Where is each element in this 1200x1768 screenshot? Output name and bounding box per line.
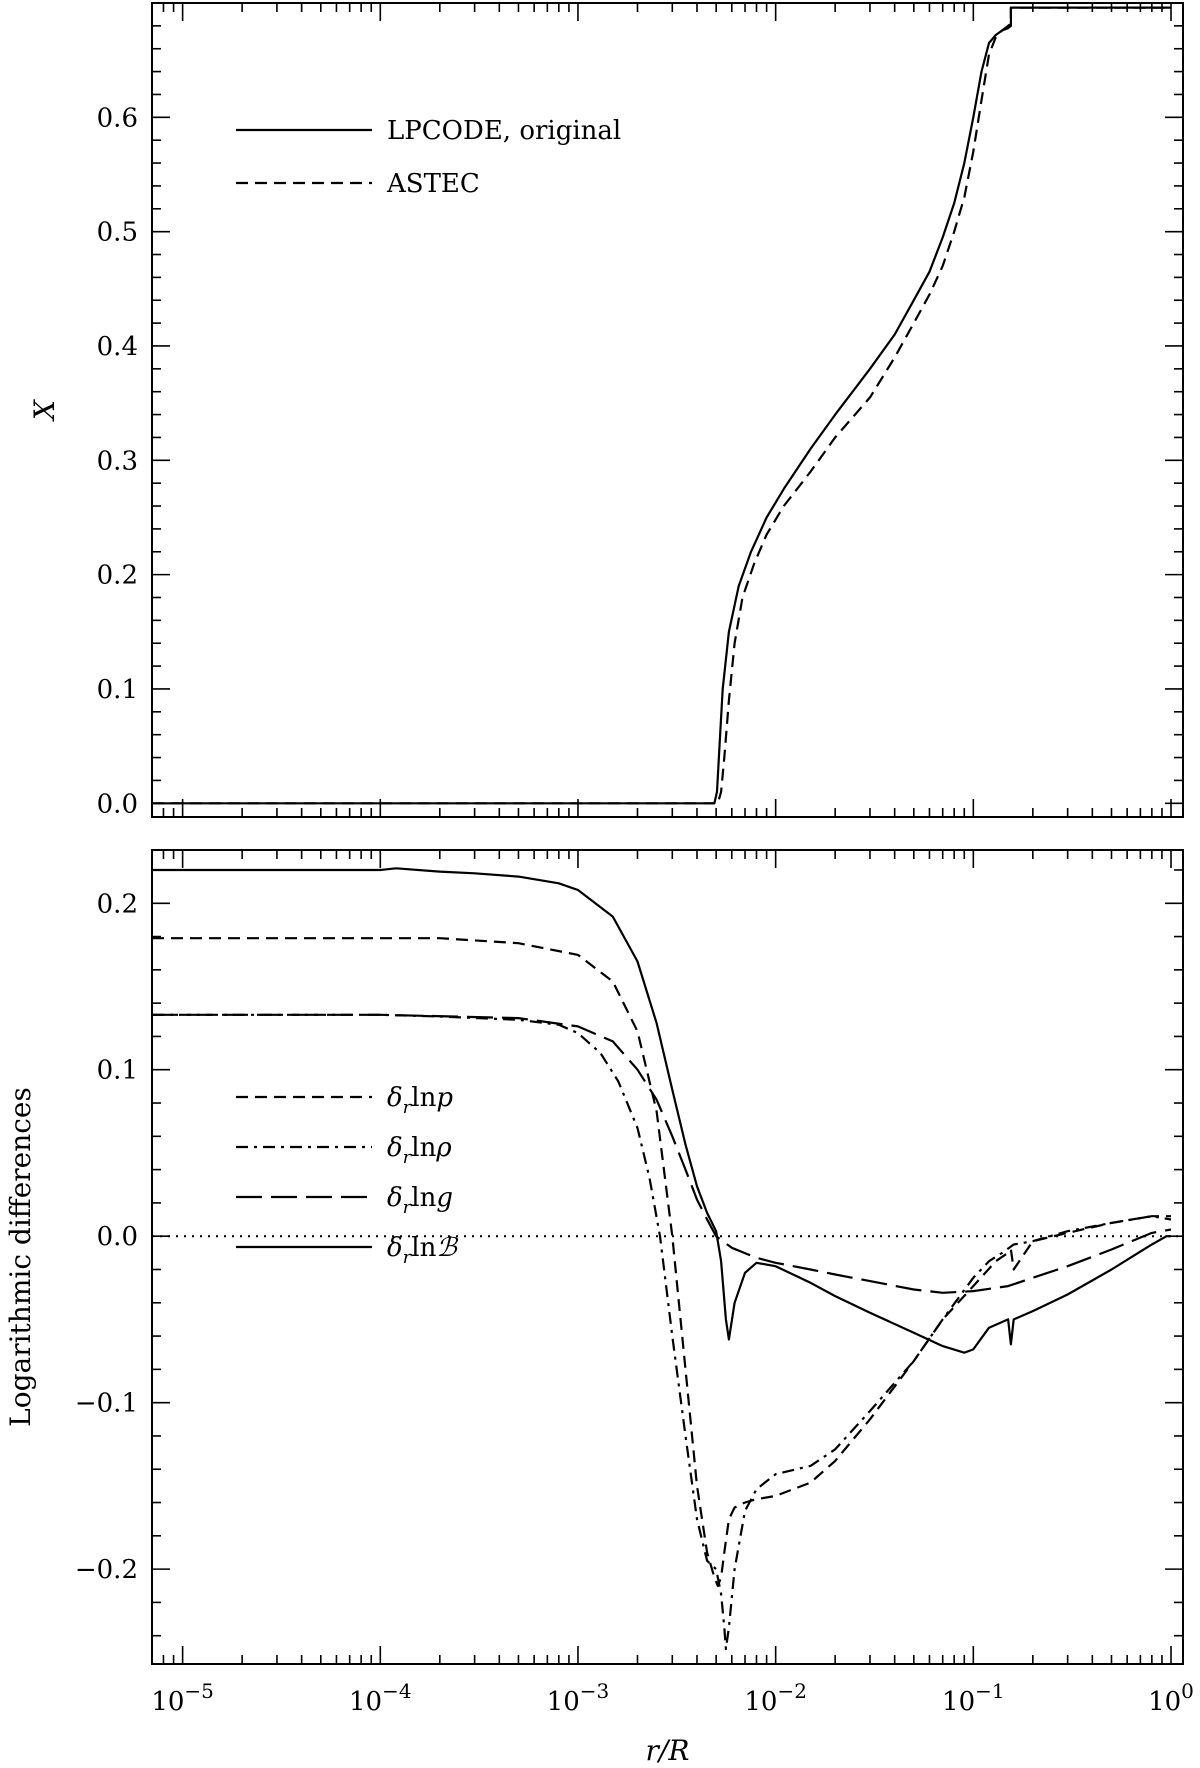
legend-label: δrlnρ (387, 1133, 452, 1168)
x-ticks (151, 3, 1172, 817)
x-tick-label: 10−3 (547, 1679, 610, 1717)
x-axis-title: r/R (646, 1734, 690, 1767)
x-tick-label: 100 (1148, 1679, 1194, 1717)
x-tick-label: 10−2 (744, 1679, 807, 1717)
x-tick-label: 10−5 (151, 1679, 214, 1717)
y-tick-label: 0.2 (97, 561, 138, 591)
legend-label: δrlng (387, 1183, 453, 1218)
legend-label: δrlnp (387, 1083, 453, 1118)
y-tick-label: 0.0 (97, 1222, 138, 1252)
legend: δrlnp δrlnρ δrlng δrlnℬ (236, 1083, 458, 1268)
plot-frame (151, 2, 1184, 818)
legend-label: ASTEC (386, 169, 480, 199)
top-panel-abundance: 0.0 0.1 0.2 0.3 0.4 0.5 0.6 X LPCODE, original AS… (28, 2, 1184, 819)
plot-frame (151, 849, 1184, 1665)
bottom-panel-log-differences: 10−5 10−4 10−3 10−2 10−1 100 −0.2 −0.1 0.0 0.1 0.2… (4, 849, 1194, 1767)
y-tick-label: 0.2 (97, 889, 138, 919)
x-tick-label: 10−4 (349, 1679, 412, 1717)
series-line-3 (152, 1013, 1172, 1294)
x-ticks (151, 850, 1172, 1664)
y-tick-label: −0.2 (75, 1555, 138, 1585)
legend-label: δrlnℬ (387, 1233, 458, 1268)
y-tick-label: 0.4 (97, 332, 138, 362)
y-tick-label: 0.1 (97, 675, 138, 705)
series-line-2 (152, 6, 1171, 805)
legend: LPCODE, original ASTEC (236, 116, 621, 199)
y-tick-label: 0.1 (97, 1056, 138, 1086)
series-line-2 (152, 1013, 1172, 1651)
y-tick-label: 0.6 (97, 103, 138, 133)
series-line-1 (152, 6, 1171, 805)
y-tick-label: 0.3 (97, 446, 138, 476)
x-tick-label: 10−1 (942, 1679, 1005, 1717)
y-tick-label: 0.5 (97, 218, 138, 248)
y-tick-label: 0.0 (97, 789, 138, 819)
y-axis-title: X (28, 399, 61, 422)
series-line-1 (152, 937, 1171, 1587)
y-tick-label: −0.1 (75, 1389, 138, 1419)
legend-label: LPCODE, original (387, 116, 621, 146)
y-axis-title: Logarithmic differences (4, 1087, 37, 1427)
series-line-4 (152, 867, 1171, 1354)
